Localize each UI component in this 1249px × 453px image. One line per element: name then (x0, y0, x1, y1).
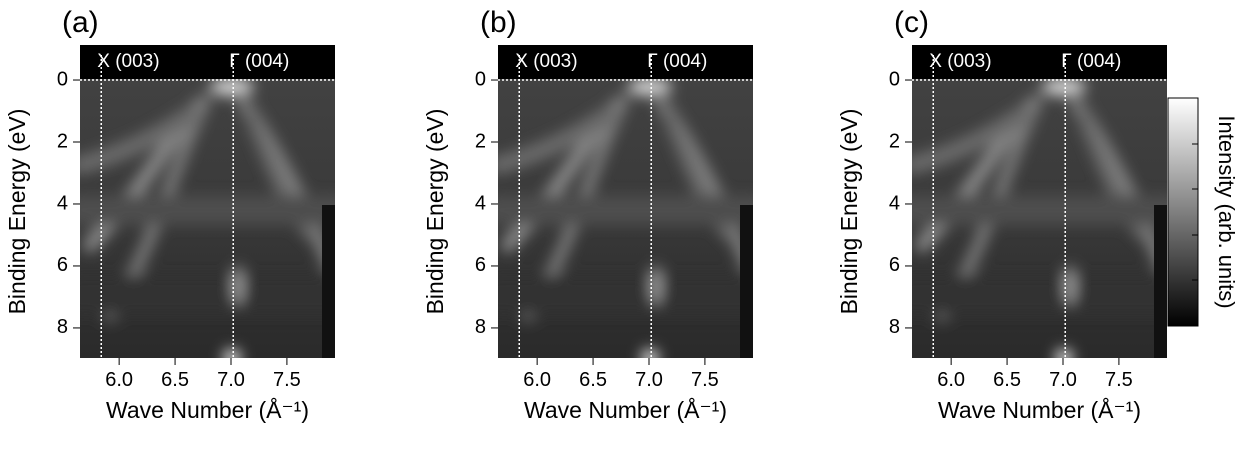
x-tick-label: 6.0 (937, 369, 965, 391)
intensity-map (80, 45, 335, 367)
x-tick-label: 6.5 (993, 369, 1021, 391)
x-tick-label: 6.5 (161, 369, 189, 391)
x-tick-label: 7.0 (217, 369, 245, 391)
x-tick-label: 6.5 (579, 369, 607, 391)
annotation: X (003) (515, 51, 577, 72)
y-tick-label: 0 (57, 68, 68, 90)
intensity-map (912, 45, 1167, 367)
colorbar-ticks (1192, 143, 1198, 281)
x-axis-label: Wave Number (Å⁻¹) (524, 396, 727, 423)
panel: (a) 6.0 6.5 7.0 7.5 0 2 4 6 8 X (003) Γ (004) Wave N… (4, 6, 335, 423)
x-tick-label: 7.5 (273, 369, 301, 391)
y-tick-label: 6 (57, 254, 68, 276)
y-tick-label: 8 (57, 316, 68, 338)
panel: (c) 6.0 6.5 7.0 7.5 0 2 4 6 8 X (003) Γ (004) Wave N… (836, 6, 1167, 423)
panel-title: (a) (62, 6, 99, 39)
annotation: X (003) (929, 51, 991, 72)
x-tick-label: 7.0 (1049, 369, 1077, 391)
x-axis-label: Wave Number (Å⁻¹) (106, 396, 309, 423)
y-tick-label: 2 (889, 130, 900, 152)
y-tick-label: 4 (889, 192, 900, 214)
annotation: Γ (004) (1061, 51, 1121, 72)
panel-title: (b) (480, 6, 517, 39)
y-tick-label: 6 (475, 254, 486, 276)
y-axis-label: Binding Energy (eV) (422, 109, 448, 315)
x-tick-label: 7.0 (635, 369, 663, 391)
panel-title: (c) (894, 6, 929, 39)
y-tick-label: 0 (475, 68, 486, 90)
y-tick-label: 4 (475, 192, 486, 214)
y-tick-label: 2 (475, 130, 486, 152)
y-tick-label: 8 (475, 316, 486, 338)
panels: (a) 6.0 6.5 7.0 7.5 0 2 4 6 8 X (003) Γ (004) Wave N… (4, 6, 1167, 423)
y-axis-label: Binding Energy (eV) (836, 109, 862, 315)
annotation: X (003) (97, 51, 159, 72)
x-tick-label: 6.0 (523, 369, 551, 391)
y-tick-label: 0 (889, 68, 900, 90)
y-tick-label: 4 (57, 192, 68, 214)
panel: (b) 6.0 6.5 7.0 7.5 0 2 4 6 8 X (003) Γ (004) Wave N… (422, 6, 753, 423)
annotation: Γ (004) (647, 51, 707, 72)
annotation: Γ (004) (229, 51, 289, 72)
y-axis-label: Binding Energy (eV) (4, 109, 30, 315)
x-axis-label: Wave Number (Å⁻¹) (938, 396, 1141, 423)
colorbar (1167, 97, 1199, 327)
y-tick-label: 8 (889, 316, 900, 338)
intensity-map (498, 45, 753, 367)
y-tick-label: 6 (889, 254, 900, 276)
colorbar-label: Intensity (arb. units) (1214, 115, 1239, 308)
x-tick-label: 7.5 (1105, 369, 1133, 391)
x-tick-label: 6.0 (105, 369, 133, 391)
x-tick-label: 7.5 (691, 369, 719, 391)
y-tick-label: 2 (57, 130, 68, 152)
